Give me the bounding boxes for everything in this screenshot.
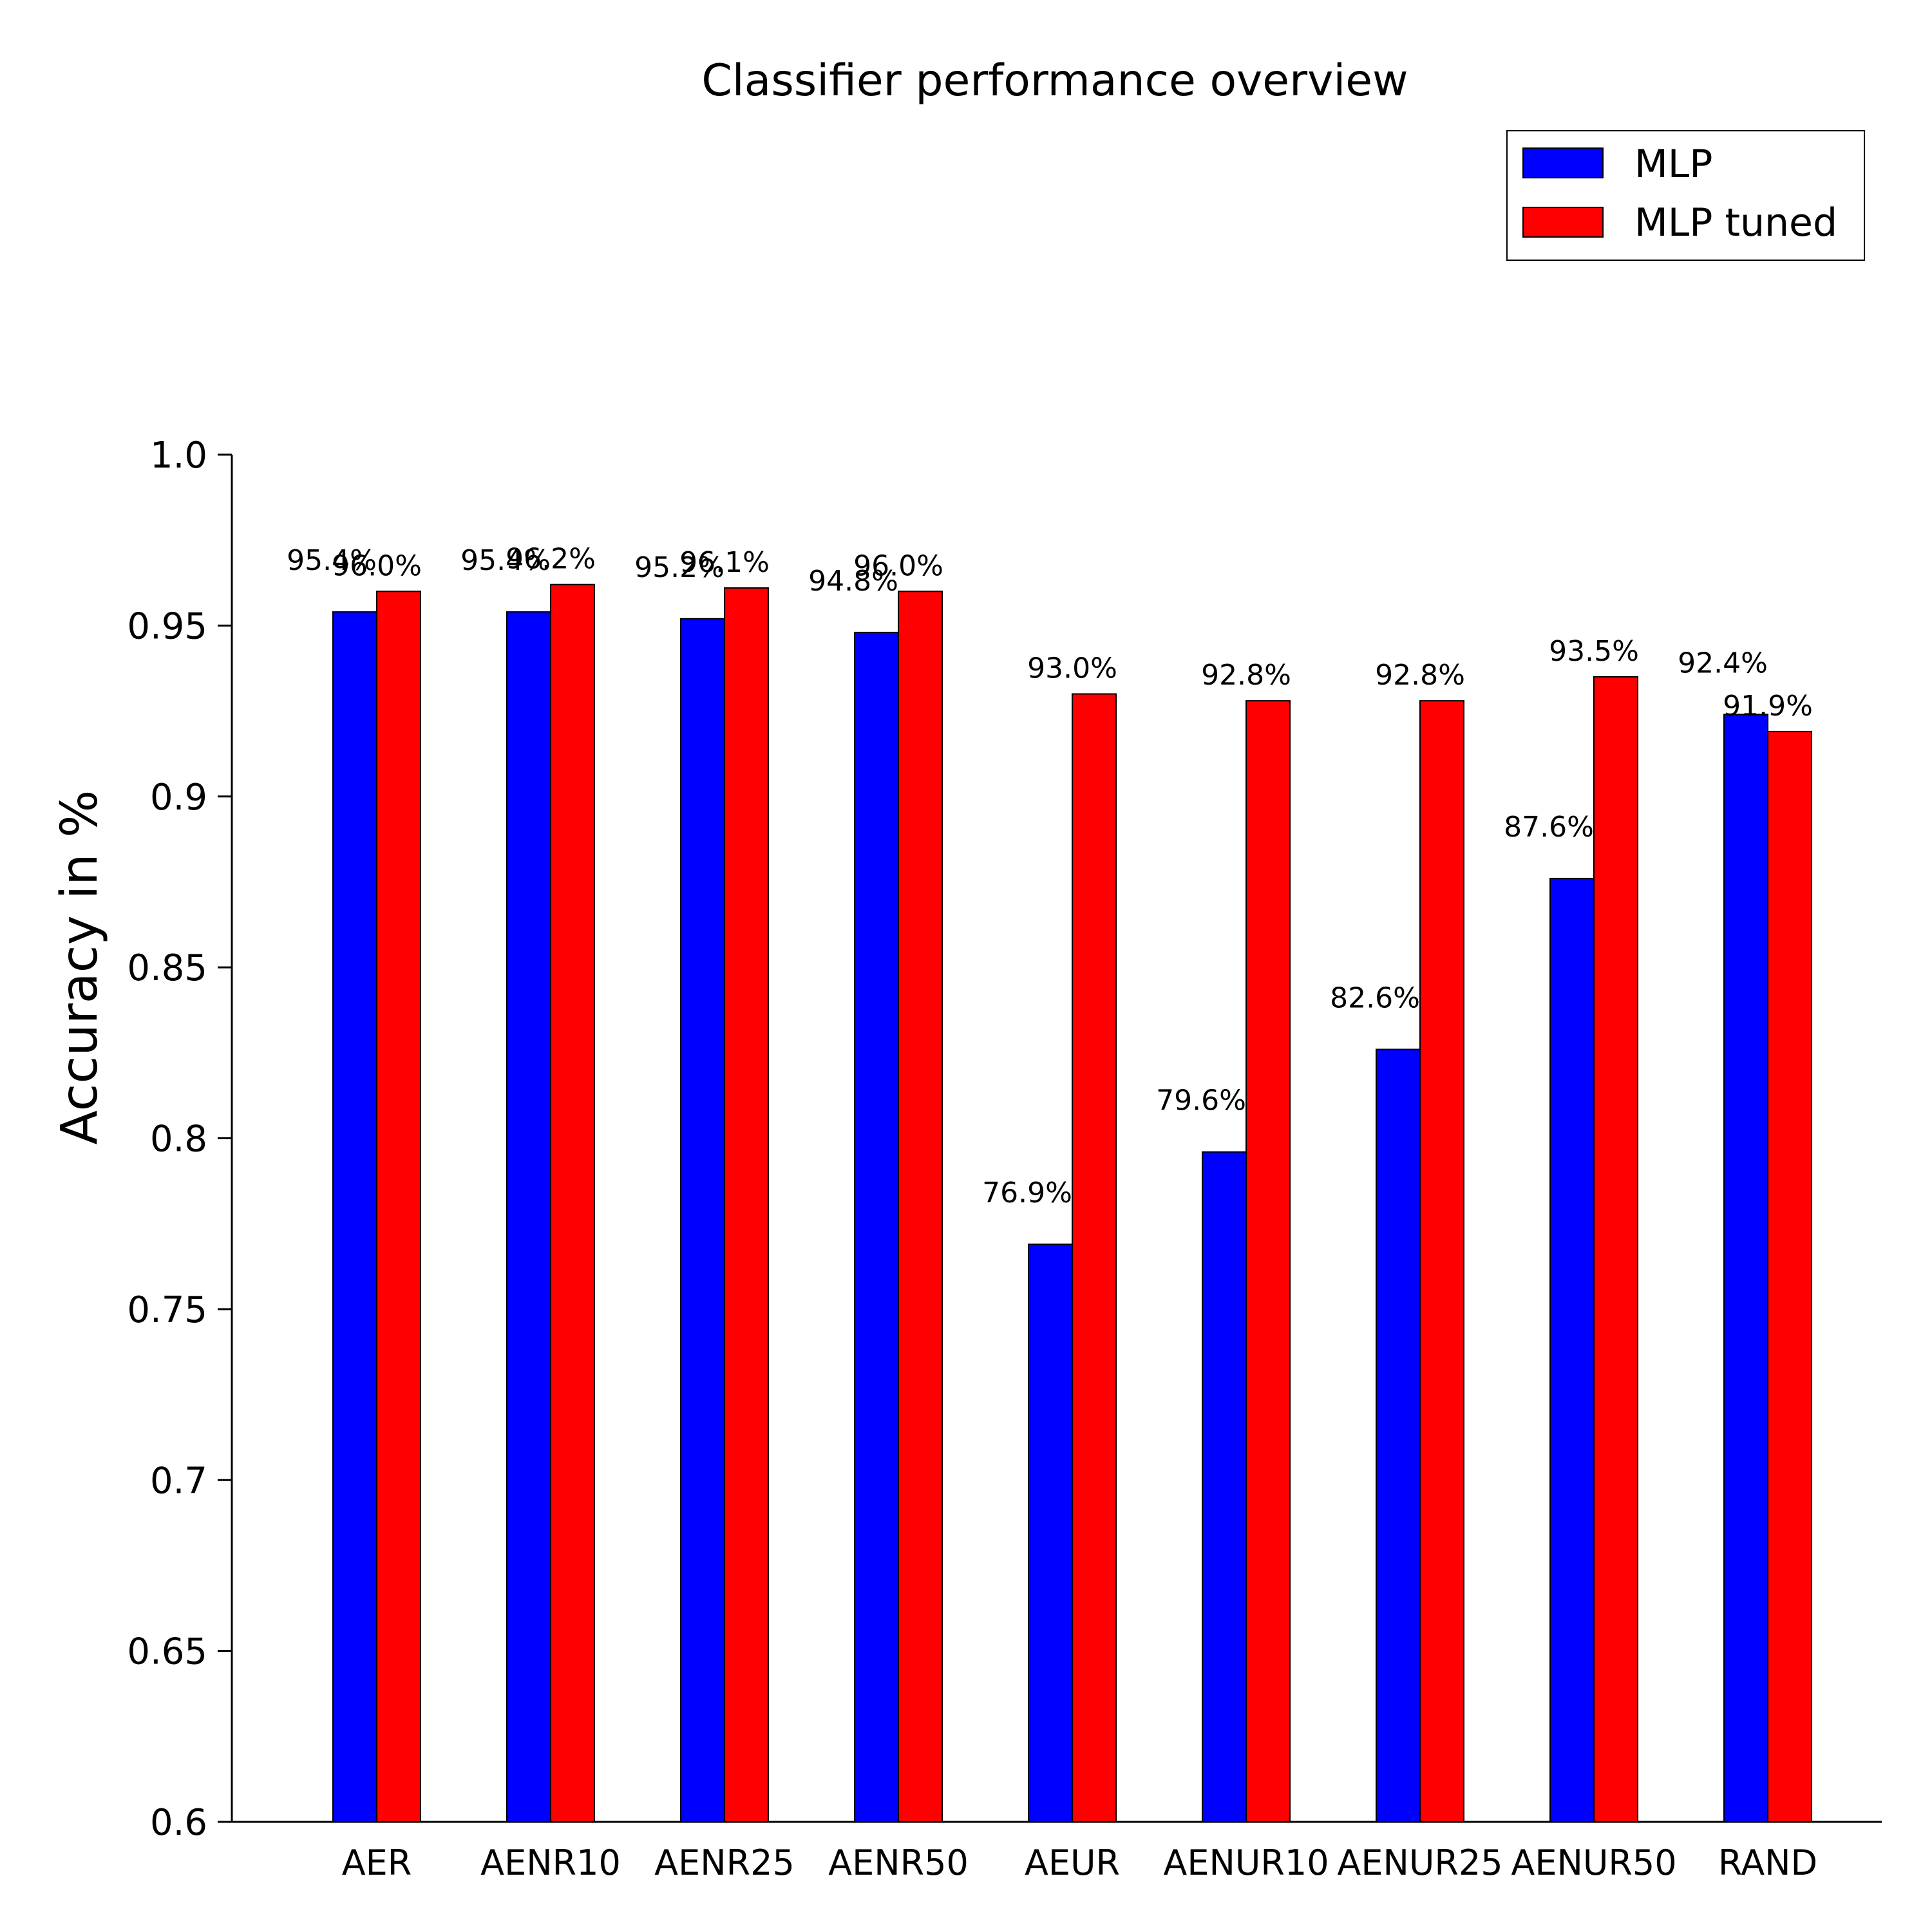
x-tick-label: AENR10 [480,1842,621,1883]
legend-swatch-mlp [1522,147,1604,178]
x-tick-label: RAND [1718,1842,1817,1883]
chart-title: Classifier performance overview [701,55,1408,106]
y-tick-label: 1.0 [150,435,207,477]
bar-mlp [506,611,551,1823]
y-tick-label: 0.65 [127,1631,207,1673]
bar-mlp [1202,1151,1247,1823]
data-label-mlp-tuned: 92.8% [1375,659,1465,692]
bar-mlp-tuned [898,591,943,1823]
y-axis-label: Accuracy in % [51,790,109,1145]
legend-label-mlp-tuned: MLP tuned [1634,200,1837,245]
bar-mlp-tuned [376,591,421,1823]
y-tick-label: 0.6 [150,1802,207,1844]
data-label-mlp: 92.4% [1678,647,1768,679]
bar-mlp-tuned [1767,730,1812,1823]
legend-swatch-mlp-tuned [1522,207,1604,238]
bar-mlp-tuned [1072,693,1117,1823]
bar-mlp-tuned [724,587,769,1823]
data-label-mlp-tuned: 93.0% [1027,652,1117,685]
x-tick-label: AENUR10 [1163,1842,1329,1883]
x-tick-label: AENR25 [654,1842,795,1883]
plot-area: 0.60.650.70.750.80.850.90.951.0AER95.4%9… [127,435,1882,1883]
bar-mlp [680,618,725,1823]
data-label-mlp-tuned: 96.1% [679,546,770,579]
bar-mlp-tuned [550,583,595,1823]
x-tick-label: AENR50 [828,1842,969,1883]
data-label-mlp: 95.4% [287,544,377,577]
legend-label-mlp: MLP [1634,142,1712,187]
data-label-mlp-tuned: 92.8% [1201,659,1291,692]
data-label-mlp: 87.6% [1504,811,1594,844]
y-tick-label: 0.85 [127,947,207,989]
data-label-mlp: 95.2% [634,551,724,584]
data-label-mlp: 76.9% [982,1177,1072,1209]
bar-mlp [854,631,899,1823]
y-tick-label: 0.95 [127,605,207,647]
bar-mlp-tuned [1245,700,1291,1823]
bar-mlp-tuned [1593,676,1638,1823]
data-label-mlp-tuned: 91.9% [1723,690,1813,723]
data-label-mlp: 82.6% [1330,982,1420,1015]
legend: MLP MLP tuned [1506,130,1865,261]
bar-mlp [1028,1244,1073,1823]
data-label-mlp: 94.8% [808,565,898,598]
bar-mlp [332,611,377,1823]
y-tick-label: 0.7 [150,1460,207,1502]
data-label-mlp-tuned: 96.2% [506,543,596,576]
bar-mlp [1723,714,1768,1823]
data-label-mlp-tuned: 93.5% [1549,635,1639,668]
data-label-mlp-tuned: 96.0% [853,549,943,582]
x-tick-label: AEUR [1025,1842,1120,1883]
data-label-mlp: 79.6% [1156,1084,1246,1117]
y-tick-label: 0.9 [150,777,207,819]
bar-mlp [1376,1048,1421,1823]
data-label-mlp: 95.4% [460,544,551,577]
data-label-mlp-tuned: 96.0% [332,549,422,582]
x-tick-label: AENUR25 [1337,1842,1502,1883]
bar-mlp [1549,878,1595,1823]
bar-mlp-tuned [1419,700,1464,1823]
x-tick-label: AENUR50 [1511,1842,1676,1883]
x-tick-label: AER [342,1842,412,1883]
y-tick-label: 0.8 [150,1119,207,1160]
y-tick-label: 0.75 [127,1289,207,1331]
